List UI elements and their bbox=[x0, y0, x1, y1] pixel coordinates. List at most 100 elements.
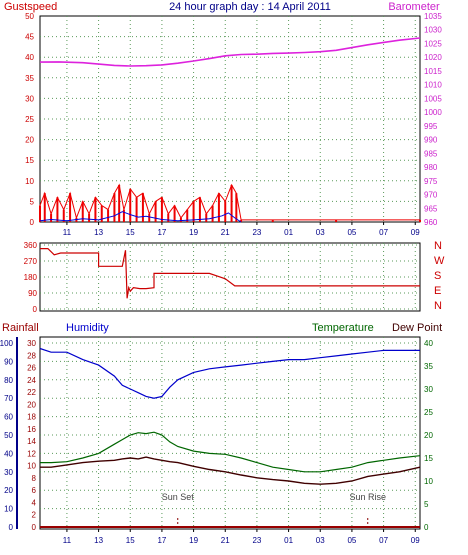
x-tick-label-bottom: 03 bbox=[316, 536, 325, 545]
baro-tick-label: 985 bbox=[424, 149, 438, 158]
axis-ticks: 0510152025303540455096096597097598098599… bbox=[0, 12, 445, 545]
humidity-tick-label: 30 bbox=[4, 468, 13, 477]
x-tick-label: 05 bbox=[347, 228, 356, 237]
humidity-tick-label: 20 bbox=[4, 486, 13, 495]
x-tick-label: 15 bbox=[126, 228, 135, 237]
bottom-panel-frame bbox=[39, 336, 421, 530]
gust-tick-label: 50 bbox=[25, 12, 34, 21]
rain-tick-label: 16 bbox=[27, 425, 36, 434]
humidity-tick-label: 0 bbox=[9, 523, 14, 532]
rain-tick-label: 2 bbox=[32, 511, 37, 520]
compass-label: N bbox=[434, 240, 442, 252]
temp-tick-label: 25 bbox=[424, 408, 433, 417]
gust-tick-label: 25 bbox=[25, 115, 34, 124]
rain-tick-label: 0 bbox=[32, 523, 37, 532]
x-tick-label-bottom: 19 bbox=[189, 536, 198, 545]
humidity-line bbox=[39, 347, 420, 399]
x-tick-label-bottom: 17 bbox=[157, 536, 166, 545]
temp-tick-label: 40 bbox=[424, 339, 433, 348]
baro-tick-label: 970 bbox=[424, 191, 438, 200]
dir-tick-label: 90 bbox=[28, 289, 37, 298]
rain-tick-label: 18 bbox=[27, 413, 36, 422]
dewpoint-label: Dew Point bbox=[392, 322, 442, 334]
humidity-tick-label: 60 bbox=[4, 413, 13, 422]
temp-tick-label: 35 bbox=[424, 362, 433, 371]
rainfall-label: Rainfall bbox=[2, 322, 39, 334]
x-tick-label-bottom: 15 bbox=[126, 536, 135, 545]
gust-tick-label: 20 bbox=[25, 136, 34, 145]
rain-tick-label: 14 bbox=[27, 437, 36, 446]
humidity-tick-label: 100 bbox=[0, 339, 14, 348]
sun-annotation: Sun Rise bbox=[349, 492, 386, 502]
gust-tick-label: 40 bbox=[25, 53, 34, 62]
humidity-tick-label: 80 bbox=[4, 376, 13, 385]
dir-tick-label: 270 bbox=[24, 257, 38, 266]
dir-tick-label: 360 bbox=[24, 241, 38, 250]
humidity-tick-label: 10 bbox=[4, 505, 13, 514]
x-tick-label: 21 bbox=[221, 228, 230, 237]
rain-tick-label: 20 bbox=[27, 400, 36, 409]
gust-tick-label: 30 bbox=[25, 94, 34, 103]
x-tick-label: 01 bbox=[284, 228, 293, 237]
rain-tick-label: 8 bbox=[32, 474, 37, 483]
baro-tick-label: 1005 bbox=[424, 94, 442, 103]
baro-tick-label: 1025 bbox=[424, 39, 442, 48]
gust-tick-label: 15 bbox=[25, 156, 34, 165]
dir-tick-label: 180 bbox=[24, 273, 38, 282]
barometer-line bbox=[39, 37, 421, 67]
rain-tick-label: 10 bbox=[27, 462, 36, 471]
humidity-tick-label: 40 bbox=[4, 449, 13, 458]
baro-tick-label: 1015 bbox=[424, 67, 442, 76]
rain-tick-label: 28 bbox=[27, 351, 36, 360]
baro-tick-label: 995 bbox=[424, 122, 438, 131]
compass-label: E bbox=[434, 285, 441, 297]
compass-label: W bbox=[434, 255, 445, 267]
baro-tick-label: 990 bbox=[424, 136, 438, 145]
rain-tick-label: 22 bbox=[27, 388, 36, 397]
compass-label: N bbox=[434, 300, 442, 312]
baro-tick-label: 1020 bbox=[424, 53, 442, 62]
x-tick-label-bottom: 09 bbox=[411, 536, 420, 545]
x-tick-label: 07 bbox=[379, 228, 388, 237]
plot-series bbox=[39, 37, 421, 528]
baro-tick-label: 975 bbox=[424, 177, 438, 186]
rain-tick-label: 6 bbox=[32, 486, 37, 495]
rain-tick-label: 30 bbox=[27, 339, 36, 348]
x-tick-label: 17 bbox=[157, 228, 166, 237]
humidity-tick-label: 70 bbox=[4, 394, 13, 403]
x-tick-label-bottom: 05 bbox=[347, 536, 356, 545]
rain-tick-label: 24 bbox=[27, 376, 36, 385]
baro-tick-label: 980 bbox=[424, 163, 438, 172]
x-tick-label: 13 bbox=[94, 228, 103, 237]
windspeed-line bbox=[39, 211, 242, 223]
rain-tick-label: 4 bbox=[32, 498, 37, 507]
baro-tick-label: 1030 bbox=[424, 26, 442, 35]
temp-tick-label: 30 bbox=[424, 385, 433, 394]
humidity-tick-label: 90 bbox=[4, 357, 13, 366]
gust-line bbox=[39, 183, 420, 221]
x-tick-label: 19 bbox=[189, 228, 198, 237]
baro-tick-label: 965 bbox=[424, 204, 438, 213]
humidity-tick-label: 50 bbox=[4, 431, 13, 440]
x-tick-label-bottom: 21 bbox=[221, 536, 230, 545]
gust-tick-label: 35 bbox=[25, 74, 34, 83]
baro-tick-label: 1035 bbox=[424, 12, 442, 21]
dir-tick-label: 0 bbox=[33, 305, 38, 314]
baro-tick-label: 1010 bbox=[424, 81, 442, 90]
rain-tick-label: 12 bbox=[27, 449, 36, 458]
x-tick-label: 23 bbox=[252, 228, 261, 237]
x-tick-label-bottom: 23 bbox=[252, 536, 261, 545]
sun-annotation: Sun Set bbox=[162, 492, 195, 502]
gust-tick-label: 45 bbox=[25, 33, 34, 42]
temp-tick-label: 0 bbox=[424, 523, 429, 532]
gust-tick-label: 5 bbox=[30, 197, 35, 206]
wind-direction-line bbox=[40, 248, 420, 299]
x-tick-label-bottom: 01 bbox=[284, 536, 293, 545]
x-tick-label-bottom: 11 bbox=[63, 536, 72, 545]
x-tick-label-bottom: 13 bbox=[94, 536, 103, 545]
humidity-label: Humidity bbox=[66, 322, 109, 334]
temperature-label: Temperature bbox=[312, 322, 374, 334]
gust-tick-label: 10 bbox=[25, 177, 34, 186]
temperature-line bbox=[40, 431, 421, 473]
